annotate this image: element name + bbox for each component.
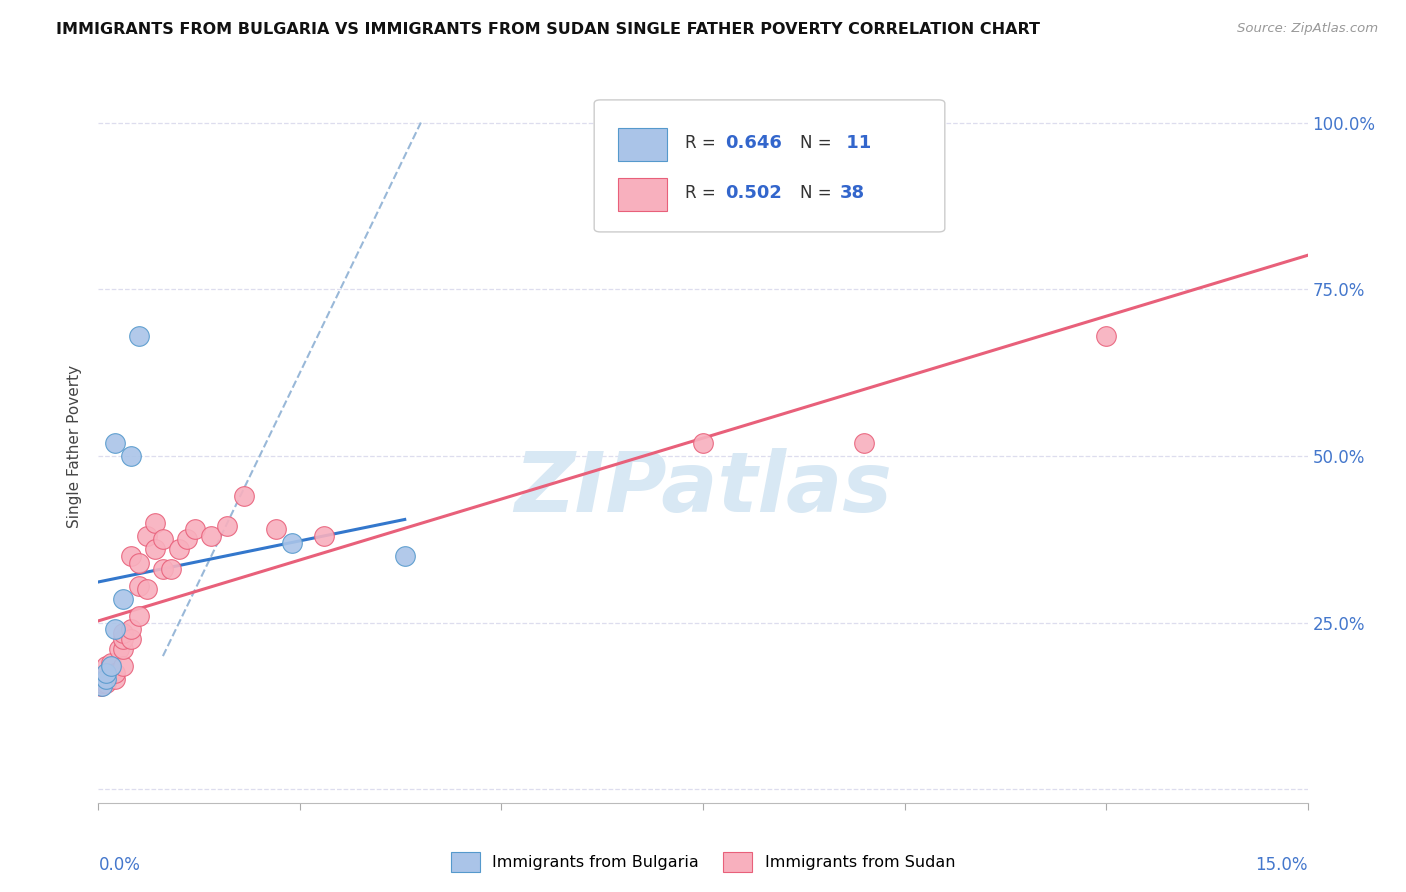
Text: Source: ZipAtlas.com: Source: ZipAtlas.com [1237, 22, 1378, 36]
Point [90, 679, 112, 693]
Point [96, 673, 118, 687]
Point [264, 522, 287, 536]
Text: N =: N = [800, 134, 837, 152]
Point [128, 579, 150, 593]
Text: N =: N = [800, 184, 837, 202]
Point [93, 673, 115, 687]
Point [111, 659, 134, 673]
Point [314, 529, 336, 543]
Point [120, 449, 142, 463]
Point [120, 632, 142, 647]
Point [100, 665, 122, 680]
Text: 11: 11 [839, 134, 870, 152]
Point [1095, 329, 1118, 343]
Point [111, 642, 134, 657]
Point [152, 533, 174, 547]
Point [394, 549, 416, 563]
Text: 0.646: 0.646 [724, 134, 782, 152]
Point [96, 665, 118, 680]
Point [281, 535, 304, 549]
Point [217, 519, 239, 533]
Point [176, 533, 198, 547]
Text: 15.0%: 15.0% [1256, 856, 1308, 874]
Point [100, 659, 122, 673]
Point [96, 659, 118, 673]
Point [103, 665, 125, 680]
Point [103, 623, 125, 637]
Text: 38: 38 [839, 184, 865, 202]
Point [128, 556, 150, 570]
Point [853, 435, 876, 450]
Point [184, 522, 207, 536]
Text: IMMIGRANTS FROM BULGARIA VS IMMIGRANTS FROM SUDAN SINGLE FATHER POVERTY CORRELAT: IMMIGRANTS FROM BULGARIA VS IMMIGRANTS F… [56, 22, 1040, 37]
Text: ZIPatlas: ZIPatlas [515, 449, 891, 529]
Point [91, 675, 114, 690]
FancyBboxPatch shape [619, 128, 666, 161]
Text: R =: R = [685, 134, 721, 152]
Point [128, 329, 150, 343]
Point [135, 529, 157, 543]
Point [232, 489, 254, 503]
Point [120, 549, 142, 563]
Point [111, 625, 134, 640]
Point [143, 542, 166, 557]
Text: 0.0%: 0.0% [98, 856, 141, 874]
Point [143, 516, 166, 530]
Point [167, 542, 190, 557]
Point [103, 435, 125, 450]
Point [96, 665, 118, 680]
Point [96, 675, 118, 690]
Point [160, 562, 183, 576]
Point [107, 642, 129, 657]
Text: R =: R = [685, 184, 721, 202]
Point [152, 562, 174, 576]
Point [200, 529, 222, 543]
Point [692, 435, 714, 450]
Text: 0.502: 0.502 [724, 184, 782, 202]
Point [120, 623, 142, 637]
FancyBboxPatch shape [595, 100, 945, 232]
Point [111, 632, 134, 647]
Point [100, 656, 122, 670]
FancyBboxPatch shape [619, 178, 666, 211]
Legend: Immigrants from Bulgaria, Immigrants from Sudan: Immigrants from Bulgaria, Immigrants fro… [443, 844, 963, 880]
Point [103, 673, 125, 687]
Point [91, 679, 114, 693]
Point [128, 609, 150, 624]
Point [135, 582, 157, 597]
Y-axis label: Single Father Poverty: Single Father Poverty [67, 365, 83, 527]
Point [111, 592, 134, 607]
